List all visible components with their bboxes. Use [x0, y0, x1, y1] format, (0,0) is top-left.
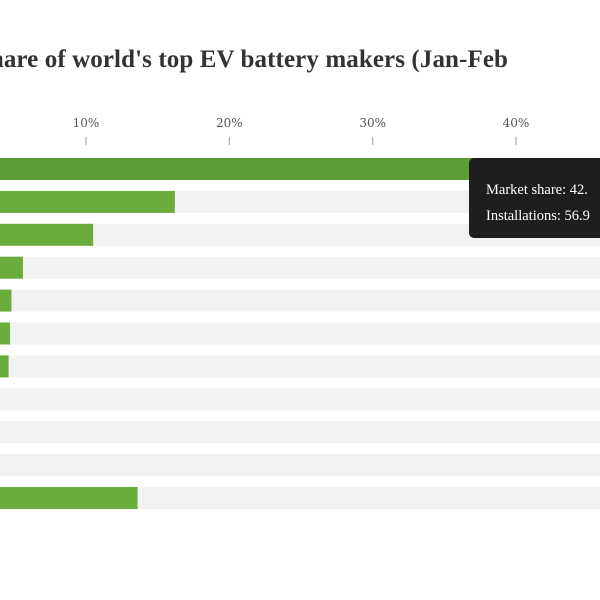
tooltip-market-share: Market share: 42. [486, 182, 588, 198]
tick-label: 40% [503, 116, 530, 130]
bar [0, 487, 138, 509]
tooltip: Market share: 42. Installations: 56.9 [469, 158, 600, 238]
bar-track [0, 289, 600, 312]
tick-label: 30% [359, 116, 386, 130]
bar [0, 158, 545, 180]
chart-title: share of world's top EV battery makers (… [0, 46, 509, 73]
bar-track [0, 454, 600, 477]
bar [0, 190, 175, 213]
bar [0, 289, 12, 312]
bar [0, 256, 23, 279]
bar-track [0, 256, 600, 279]
bar-track [0, 421, 600, 444]
bar-track [0, 223, 600, 246]
bar [0, 223, 94, 246]
tick-label: 20% [216, 116, 243, 130]
bar-track [0, 388, 600, 411]
tooltip-installations: Installations: 56.9 [486, 208, 590, 224]
bar-track [0, 487, 600, 509]
bar [0, 322, 11, 345]
bar-track [0, 355, 600, 378]
bar [0, 355, 9, 378]
bar-track [0, 322, 600, 345]
tick-label: 10% [73, 116, 100, 130]
